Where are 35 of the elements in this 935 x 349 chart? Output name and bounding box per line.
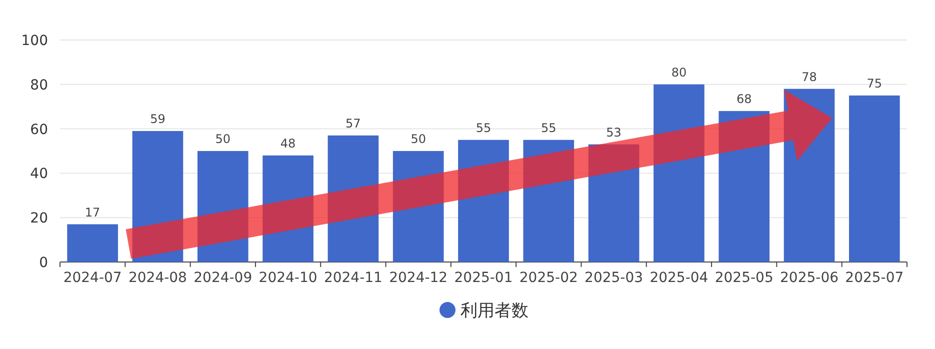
data-label: 17 (84, 205, 100, 220)
x-tick-label: 2025-02 (519, 270, 578, 286)
x-tick-label: 2024-08 (128, 270, 187, 286)
x-tick-label: 2025-06 (780, 270, 839, 286)
x-tick-label: 2025-01 (454, 270, 513, 286)
data-label: 53 (606, 125, 622, 140)
data-label: 59 (150, 112, 166, 126)
data-label: 50 (410, 132, 426, 146)
y-tick-label: 0 (39, 255, 48, 271)
x-tick-label: 2025-03 (584, 270, 644, 286)
data-label: 55 (541, 120, 556, 135)
data-label: 75 (866, 76, 882, 90)
data-label: 68 (736, 92, 752, 106)
x-tick-label: 2024-07 (63, 270, 122, 286)
x-tick-label: 2025-04 (650, 270, 708, 286)
y-tick-label: 40 (30, 166, 48, 182)
y-tick-label: 100 (21, 33, 48, 49)
data-label: 48 (280, 136, 296, 150)
x-tick-label: 2025-05 (714, 270, 774, 286)
bar (849, 96, 900, 262)
x-tick-label: 2024-12 (389, 270, 448, 286)
x-tick-label: 2024-09 (194, 270, 252, 286)
x-tick-label: 2024-11 (324, 270, 382, 286)
y-tick-label: 20 (30, 210, 48, 227)
y-tick-label: 80 (30, 77, 48, 94)
bar (67, 224, 118, 262)
data-label: 50 (215, 132, 231, 146)
data-label: 80 (671, 65, 687, 80)
legend-label: 利用者数 (460, 301, 528, 321)
y-tick-label: 60 (30, 122, 48, 138)
x-tick-label: 2025-07 (845, 270, 904, 286)
data-label: 55 (476, 120, 492, 135)
data-label: 57 (346, 116, 361, 130)
x-tick-label: 2024-10 (258, 270, 318, 286)
data-label: 78 (802, 70, 817, 84)
